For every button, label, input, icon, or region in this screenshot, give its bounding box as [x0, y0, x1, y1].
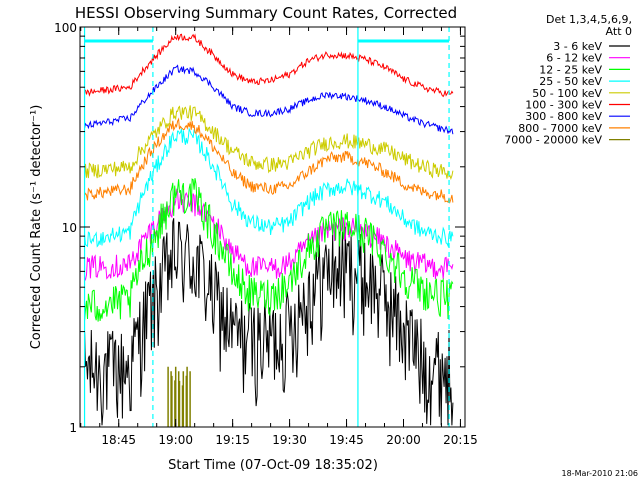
x-tick-label: 19:15: [215, 433, 250, 447]
series-50-100keV: [84, 105, 454, 181]
series-line: [84, 178, 454, 322]
y-axis-label: Corrected Count Rate (s⁻¹ detector⁻¹): [29, 105, 44, 350]
series-3-6keV: [84, 218, 454, 426]
x-tick-label: 18:45: [101, 433, 136, 447]
chart-title: HESSI Observing Summary Count Rates, Cor…: [75, 4, 457, 22]
series-12-25keV: [84, 178, 454, 322]
series-line: [84, 127, 454, 248]
series-line: [84, 117, 454, 204]
y-tick-label: 1: [69, 421, 77, 435]
axes-layer: 18:45 19:00 19:15 19:30 19:45 20:00 20:15 1 10 10…: [54, 21, 478, 447]
series-800-7000keV: [84, 117, 454, 204]
legend-label: 100 - 300 keV: [525, 99, 602, 112]
timestamp-label: 18-Mar-2010 21:06: [562, 469, 639, 478]
y-tick-label: 100: [54, 21, 77, 35]
series-line: [84, 187, 454, 282]
legend-label: 800 - 7000 keV: [518, 122, 602, 135]
series-line: [167, 366, 191, 427]
legend-label: 6 - 12 keV: [546, 52, 602, 65]
legend-label: 7000 - 20000 keV: [504, 134, 602, 147]
x-axis-label: Start Time (07-Oct-09 18:35:02): [168, 458, 378, 473]
legend-label: 12 - 25 keV: [539, 63, 602, 76]
legend-label: 300 - 800 keV: [525, 110, 602, 123]
series-300-800keV: [84, 64, 454, 135]
legend-label: 50 - 100 keV: [532, 87, 602, 100]
series-line: [84, 33, 454, 98]
plot-data-layer: [83, 27, 454, 427]
legend-header: Det 1,3,4,5,6,9,: [546, 13, 632, 26]
x-tick-label: 19:30: [272, 433, 307, 447]
series-6-12keV: [84, 187, 454, 282]
x-tick-label: 19:45: [329, 433, 364, 447]
legend-label: 3 - 6 keV: [553, 40, 602, 53]
x-tick-label: 20:15: [443, 433, 478, 447]
series-100-300keV: [84, 33, 454, 98]
series-7000-20000keV: [167, 366, 191, 427]
x-tick-label: 19:00: [158, 433, 193, 447]
series-25-50keV: [84, 127, 454, 248]
series-line: [84, 64, 454, 135]
series-line: [84, 105, 454, 181]
y-tick-label: 10: [62, 221, 77, 235]
series-line: [84, 218, 454, 426]
x-tick-label: 20:00: [386, 433, 421, 447]
legend-header: Att 0: [606, 25, 632, 38]
legend-label: 25 - 50 keV: [539, 75, 602, 88]
